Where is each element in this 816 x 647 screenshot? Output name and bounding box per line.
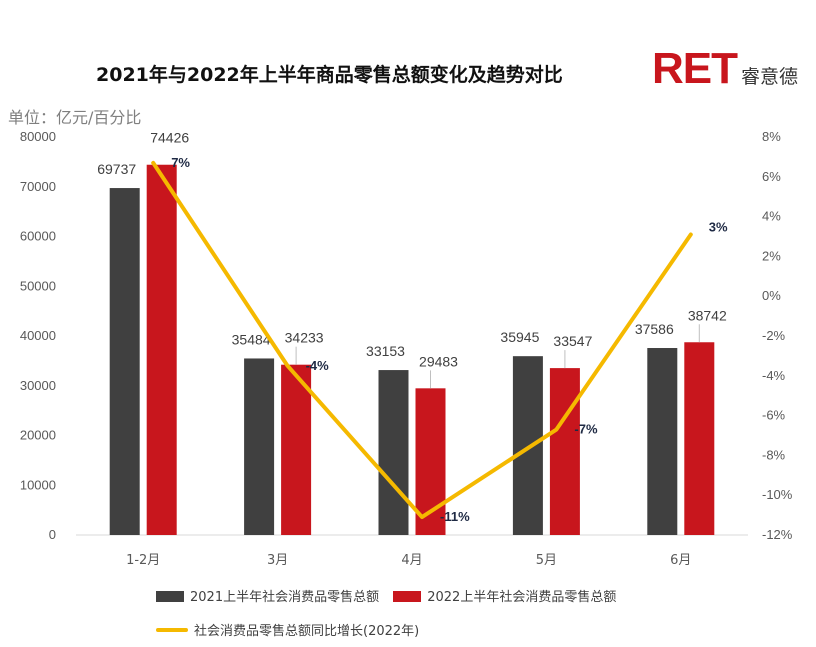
y2-tick-label: 2% <box>762 248 781 263</box>
growth-point-label: 3% <box>709 220 728 235</box>
x-tick-label: 1-2月 <box>126 553 160 568</box>
bar-value-label: 35945 <box>500 329 539 345</box>
bar <box>647 348 678 535</box>
unit-label: 单位：亿元/百分比 <box>8 108 142 127</box>
y-tick-label: 20000 <box>20 428 56 443</box>
bar <box>549 368 580 535</box>
y2-tick-label: 8% <box>762 129 781 144</box>
growth-point-label: -7% <box>574 422 598 437</box>
brand-logo: RET 睿意德 <box>652 44 798 94</box>
bar-value-label: 69737 <box>97 161 136 177</box>
x-tick-label: 5月 <box>536 553 557 568</box>
y2-tick-label: -10% <box>762 487 793 502</box>
y2-tick-label: -6% <box>762 408 786 423</box>
y-tick-label: 60000 <box>20 229 56 244</box>
legend-label-growth: 社会消费品零售总额同比增长(2022年) <box>194 624 420 639</box>
legend-swatch-2022 <box>393 591 422 602</box>
y-tick-label: 30000 <box>20 378 56 393</box>
y-tick-label: 80000 <box>20 129 56 144</box>
combo-chart: 0 10000 20000 30000 40000 50000 60000 70000 8000… <box>20 129 793 568</box>
y-tick-label: 40000 <box>20 328 56 343</box>
y-tick-label: 10000 <box>20 477 56 492</box>
y2-tick-label: 0% <box>762 288 781 303</box>
y2-tick-label: -8% <box>762 447 786 462</box>
chart-title: 2021年与2022年上半年商品零售总额变化及趋势对比 <box>96 64 563 86</box>
brand-mark: RET <box>652 44 738 93</box>
legend-item-2022: 2022上半年社会消费品零售总额 <box>393 586 616 605</box>
y2-tick-label: -4% <box>762 368 786 383</box>
legend-label-2021: 2021上半年社会消费品零售总额 <box>190 590 380 605</box>
y2-tick-label: -2% <box>762 328 786 343</box>
bar-value-label: 34233 <box>285 330 324 346</box>
legend-swatch-2021 <box>156 591 184 602</box>
bar <box>244 358 275 535</box>
y-tick-label: 50000 <box>20 278 56 293</box>
legend-label-2022: 2022上半年社会消费品零售总额 <box>427 590 617 605</box>
bar <box>684 342 715 535</box>
y2-tick-label: 4% <box>762 209 781 224</box>
growth-point-label: -11% <box>440 509 470 524</box>
bar <box>146 164 177 535</box>
legend-swatch-growth <box>156 628 188 632</box>
x-tick-label: 3月 <box>267 553 288 568</box>
legend-item-2021: 2021上半年社会消费品零售总额 <box>156 586 379 605</box>
bar-value-label: 38742 <box>688 307 727 323</box>
growth-line <box>151 160 693 520</box>
bar-value-label: 35484 <box>232 331 271 347</box>
bar-value-label: 33547 <box>553 333 592 349</box>
y2-tick-label: -12% <box>762 527 793 542</box>
bar <box>281 364 312 535</box>
x-tick-label: 4月 <box>401 553 422 568</box>
y2-tick-label: 6% <box>762 169 781 184</box>
bar <box>378 370 409 535</box>
growth-point-label: -4% <box>306 358 330 373</box>
bar-value-label: 29483 <box>419 353 458 369</box>
bar-value-label: 33153 <box>366 343 405 359</box>
y-tick-label: 0 <box>49 527 56 542</box>
bar <box>109 188 140 536</box>
bar <box>512 356 543 535</box>
brand-name: 睿意德 <box>741 66 799 88</box>
x-tick-label: 6月 <box>670 553 691 568</box>
bar-value-label: 37586 <box>635 321 674 337</box>
bar-value-label: 74426 <box>150 130 189 146</box>
growth-point-label: 7% <box>171 155 190 170</box>
legend-item-growth: 社会消费品零售总额同比增长(2022年) <box>156 620 419 639</box>
y-tick-label: 70000 <box>20 179 56 194</box>
